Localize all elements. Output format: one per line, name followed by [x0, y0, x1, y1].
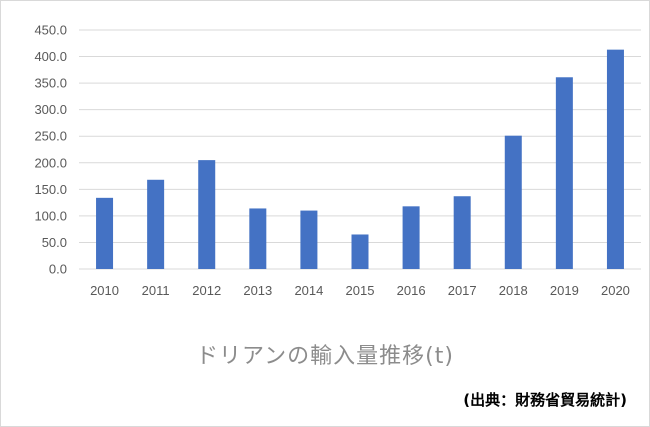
y-tick-label: 400.0 — [34, 49, 67, 64]
y-tick-label: 0.0 — [49, 262, 67, 277]
bar — [147, 179, 165, 269]
x-tick-label: 2010 — [90, 283, 119, 298]
bar — [198, 160, 216, 269]
bar — [402, 206, 420, 269]
bar — [555, 77, 573, 269]
chart-title: ドリアンの輸入量推移(t) — [196, 344, 454, 369]
y-tick-label: 200.0 — [34, 155, 67, 170]
bar — [453, 196, 471, 269]
bar — [96, 197, 114, 269]
bar — [249, 208, 267, 269]
source-note: (出典：財務省貿易統計) — [463, 391, 627, 409]
y-tick-label: 300.0 — [34, 102, 67, 117]
bar-chart: 0.0 50.0 100.0 150.0 200.0 250.0 300.0 350.0 400… — [34, 23, 641, 298]
x-tick-label: 2018 — [499, 283, 528, 298]
bar — [351, 234, 369, 269]
x-tick-label: 2020 — [601, 283, 630, 298]
y-tick-label: 350.0 — [34, 76, 67, 91]
x-tick-label: 2014 — [294, 283, 323, 298]
y-tick-label: 150.0 — [34, 182, 67, 197]
bar — [606, 49, 624, 270]
bar — [300, 210, 318, 269]
bar — [504, 135, 522, 269]
x-tick-label: 2012 — [192, 283, 221, 298]
x-tick-label: 2011 — [142, 283, 170, 298]
y-tick-label: 50.0 — [42, 235, 67, 250]
x-tick-label: 2016 — [397, 283, 426, 298]
x-tick-label: 2013 — [243, 283, 272, 298]
x-tick-label: 2015 — [346, 283, 375, 298]
y-tick-label: 450.0 — [34, 23, 67, 38]
x-tick-label: 2019 — [550, 283, 579, 298]
y-tick-label: 100.0 — [34, 208, 67, 223]
y-tick-label: 250.0 — [34, 129, 67, 144]
x-tick-label: 2017 — [448, 283, 477, 298]
